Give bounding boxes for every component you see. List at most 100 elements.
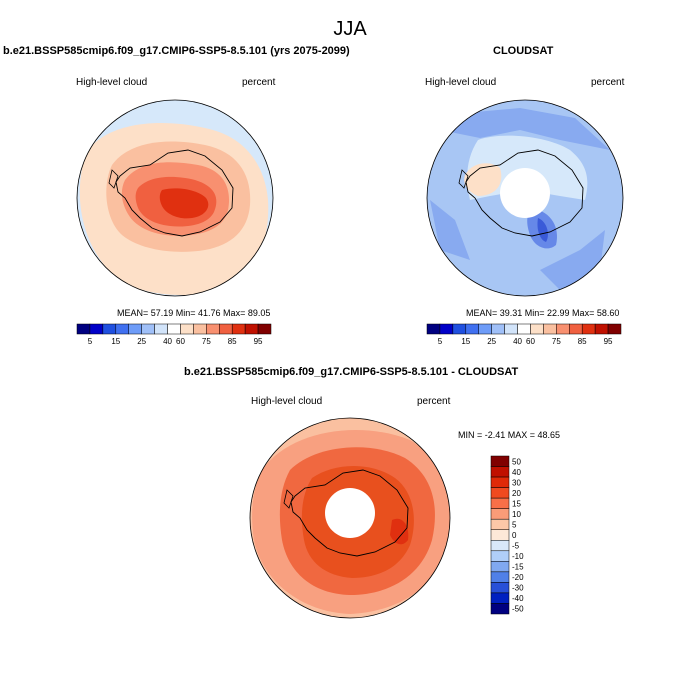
colorbar-2-swatch <box>491 323 505 335</box>
colorbar-3-swatch <box>490 550 510 562</box>
colorbar-2-tick-label: 85 <box>578 337 587 346</box>
colorbar-1-swatch <box>167 323 181 335</box>
colorbar-1-tick-label: 85 <box>228 337 237 346</box>
panel-1-variable-label: High-level cloud <box>76 77 148 88</box>
map-2-blue-band-west <box>430 200 470 260</box>
colorbar-2-swatch <box>543 323 557 335</box>
colorbar-1-swatch <box>231 323 246 335</box>
colorbar-1-tick-label: 95 <box>254 337 263 346</box>
map-2-blue-band-north <box>440 108 610 150</box>
colorbar-2-swatch <box>517 323 531 335</box>
colorbar-1-swatch <box>193 323 207 335</box>
colorbar-2-tick-label: 95 <box>604 337 613 346</box>
colorbar-1-swatch <box>206 323 220 335</box>
colorbar-2-tick-label: 5 <box>438 337 443 346</box>
map-2-missing-data-hole <box>500 168 550 218</box>
colorbar-3-tick-label: -50 <box>512 605 524 614</box>
colorbar-1: 5 15 25 40 60 75 85 95 <box>76 323 272 346</box>
colorbar-3-swatch <box>490 508 510 520</box>
main-title: JJA <box>333 18 367 40</box>
panel-2-title: CLOUDSAT <box>493 45 554 57</box>
colorbar-2-swatch <box>426 323 441 335</box>
panel-3-stats: MIN = -2.41 MAX = 48.65 <box>458 430 561 440</box>
colorbar-2-swatch <box>556 323 570 335</box>
colorbar-3-tick-label: -10 <box>512 552 524 561</box>
colorbar-3-tick-label: 40 <box>512 468 521 477</box>
map-3-missing-data-hole <box>325 488 375 538</box>
panel-1-stats: MEAN= 57.19 Min= 41.76 Max= 89.05 <box>117 308 271 318</box>
colorbar-3-tick-label: -15 <box>512 563 524 572</box>
colorbar-1-swatch <box>244 323 259 335</box>
panel-2-stats: MEAN= 39.31 Min= 22.99 Max= 58.60 <box>466 308 620 318</box>
map-3-border <box>249 417 451 619</box>
panel-1-units-label: percent <box>242 77 276 88</box>
colorbar-2-swatch <box>594 323 609 335</box>
colorbar-3-swatch <box>490 466 510 478</box>
colorbar-1-swatch <box>219 323 233 335</box>
colorbar-1-swatch <box>102 323 117 335</box>
map-3-difference <box>249 417 451 619</box>
colorbar-2-swatch <box>607 323 622 335</box>
colorbar-1-swatch <box>180 323 194 335</box>
colorbar-3-swatch <box>490 455 510 467</box>
map-1-deep-red-core <box>159 188 209 219</box>
map-1-model <box>76 99 274 297</box>
colorbar-1-swatch <box>115 323 129 335</box>
colorbar-2-tick-label: 15 <box>461 337 470 346</box>
colorbar-3-tick-label: -40 <box>512 594 524 603</box>
colorbar-2-swatch <box>478 323 492 335</box>
colorbar-3-tick-label: 20 <box>512 489 521 498</box>
colorbar-1-swatch <box>76 323 91 335</box>
map-3-deep-red-patch <box>390 518 409 545</box>
map-2-darkest-blue-core <box>537 218 548 242</box>
colorbar-3-tick-label: 50 <box>512 457 521 466</box>
panel-3-variable-label: High-level cloud <box>251 396 323 407</box>
colorbar-3-swatch <box>490 518 510 530</box>
colorbar-3-tick-label: 15 <box>512 499 521 508</box>
map-1-antarctica-coastline <box>115 149 234 237</box>
map-2-cloudsat <box>426 99 624 297</box>
colorbar-2-tick-label: 60 <box>526 337 535 346</box>
map-2-border <box>426 99 624 297</box>
colorbar-1-swatch <box>89 323 104 335</box>
colorbar-3-swatch <box>490 487 510 499</box>
map-1-peninsula-outline <box>108 169 119 189</box>
colorbar-1-swatch <box>154 323 168 335</box>
panel-3-title: b.e21.BSSP585cmip6.f09_g17.CMIP6-SSP5-8.… <box>184 366 519 378</box>
colorbar-1-tick-label: 75 <box>202 337 211 346</box>
colorbar-2-swatch <box>465 323 479 335</box>
colorbar-3-tick-label: 0 <box>512 531 517 540</box>
map-2-peninsula-outline <box>458 169 469 189</box>
colorbar-1-tick-label: 25 <box>137 337 146 346</box>
colorbar-3-swatch <box>490 582 510 594</box>
map-3-peninsula-outline <box>283 489 294 509</box>
colorbar-2-swatch <box>504 323 518 335</box>
panel-1-title: b.e21.BSSP585cmip6.f09_g17.CMIP6-SSP5-8.… <box>3 45 350 57</box>
colorbar-1-tick-label: 5 <box>88 337 93 346</box>
colorbar-3-tick-label: -20 <box>512 573 524 582</box>
colorbar-2-tick-label: 75 <box>552 337 561 346</box>
colorbar-2-swatch <box>439 323 454 335</box>
panel-2-units-label: percent <box>591 77 625 88</box>
colorbar-3-swatch <box>490 497 510 509</box>
map-2-antarctica-coastline <box>465 149 584 237</box>
map-2-pale-orange-region <box>464 163 502 196</box>
colorbar-1-swatch <box>128 323 142 335</box>
colorbar-3-swatch <box>490 476 510 488</box>
map-3-antarctica-coastline <box>290 469 409 557</box>
colorbar-1-tick-label: 15 <box>111 337 120 346</box>
colorbar-2-swatch <box>581 323 596 335</box>
colorbar-2-swatch <box>452 323 467 335</box>
colorbar-1-swatch <box>257 323 272 335</box>
colorbar-2-tick-label: 25 <box>487 337 496 346</box>
colorbar-3-tick-label: -5 <box>512 542 520 551</box>
colorbar-1-tick-label: 40 <box>163 337 172 346</box>
colorbar-1-swatch <box>141 323 155 335</box>
colorbar-3-tick-label: 10 <box>512 510 521 519</box>
panel-3-units-label: percent <box>417 396 451 407</box>
colorbar-3-swatch <box>490 592 510 604</box>
colorbar-3-tick-label: -30 <box>512 584 524 593</box>
colorbar-2-swatch <box>569 323 583 335</box>
